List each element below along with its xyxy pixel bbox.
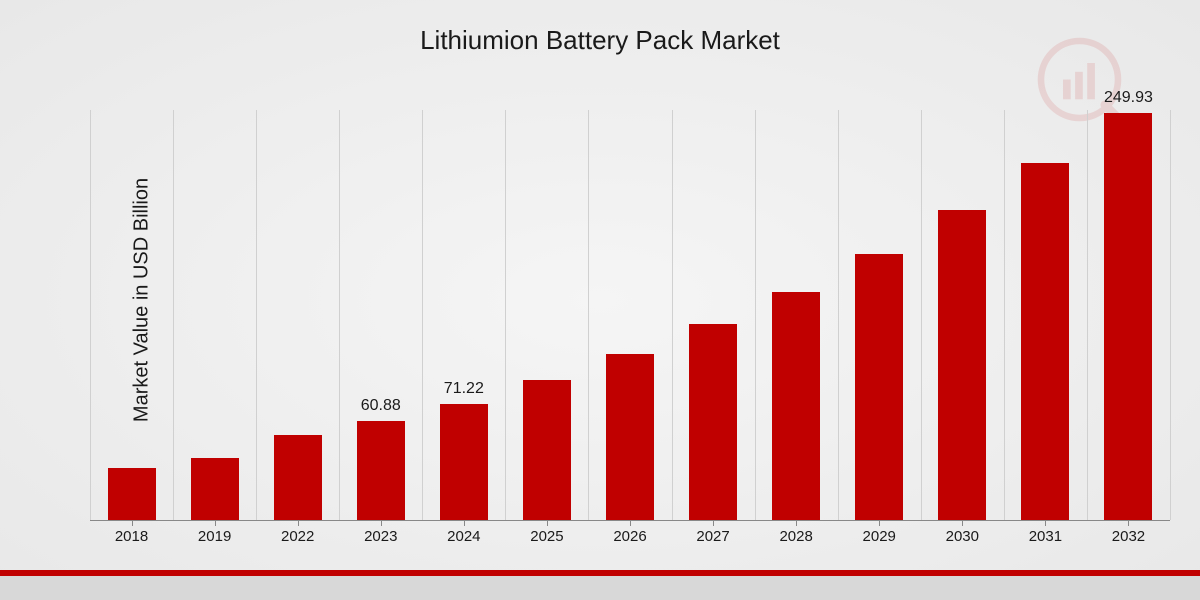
bar — [606, 354, 654, 520]
x-tick-label: 2028 — [779, 528, 812, 545]
bars-container: 60.88 71.22 249.93 — [90, 80, 1170, 520]
chart-title: Lithiumion Battery Pack Market — [420, 25, 780, 56]
bar-value-label: 60.88 — [361, 397, 401, 415]
chart-plot-area: 60.88 71.22 249.93 — [90, 80, 1170, 520]
bar-slot — [505, 380, 588, 520]
bar-slot: 249.93 — [1087, 113, 1170, 520]
x-tick-label: 2026 — [613, 528, 646, 545]
bar — [689, 324, 737, 520]
bar-slot: 60.88 — [339, 421, 422, 520]
bar-slot — [838, 254, 921, 520]
x-tick-label: 2024 — [447, 528, 480, 545]
bar-slot — [256, 435, 339, 520]
bar — [855, 254, 903, 520]
x-tick-label: 2030 — [946, 528, 979, 545]
x-tick-label: 2032 — [1112, 528, 1145, 545]
footer-bar — [0, 570, 1200, 600]
bar — [108, 468, 156, 520]
x-tick-label: 2029 — [863, 528, 896, 545]
x-tick-label: 2031 — [1029, 528, 1062, 545]
x-axis-labels: 2018 2019 2022 2023 2024 2025 2026 2027 2028 2029… — [90, 520, 1170, 550]
bar-value-label: 249.93 — [1104, 89, 1153, 107]
x-tick-label: 2027 — [696, 528, 729, 545]
bar — [1021, 163, 1069, 520]
grid-line — [1170, 110, 1171, 520]
bar-slot — [173, 458, 256, 520]
bar — [772, 292, 820, 520]
x-tick-label: 2023 — [364, 528, 397, 545]
bar-slot — [755, 292, 838, 520]
x-tick-label: 2022 — [281, 528, 314, 545]
x-tick-label: 2025 — [530, 528, 563, 545]
bar-slot — [672, 324, 755, 520]
bar — [274, 435, 322, 520]
bar-slot — [90, 468, 173, 520]
bar: 60.88 — [357, 421, 405, 520]
bar-slot: 71.22 — [422, 404, 505, 520]
bar — [191, 458, 239, 520]
bar-slot — [588, 354, 671, 520]
bar: 249.93 — [1104, 113, 1152, 520]
bar-slot — [921, 210, 1004, 520]
footer-gray-stripe — [0, 576, 1200, 600]
bar: 71.22 — [440, 404, 488, 520]
bar — [938, 210, 986, 520]
bar-value-label: 71.22 — [444, 380, 484, 398]
bar — [523, 380, 571, 520]
x-tick-label: 2018 — [115, 528, 148, 545]
x-tick-label: 2019 — [198, 528, 231, 545]
bar-slot — [1004, 163, 1087, 520]
